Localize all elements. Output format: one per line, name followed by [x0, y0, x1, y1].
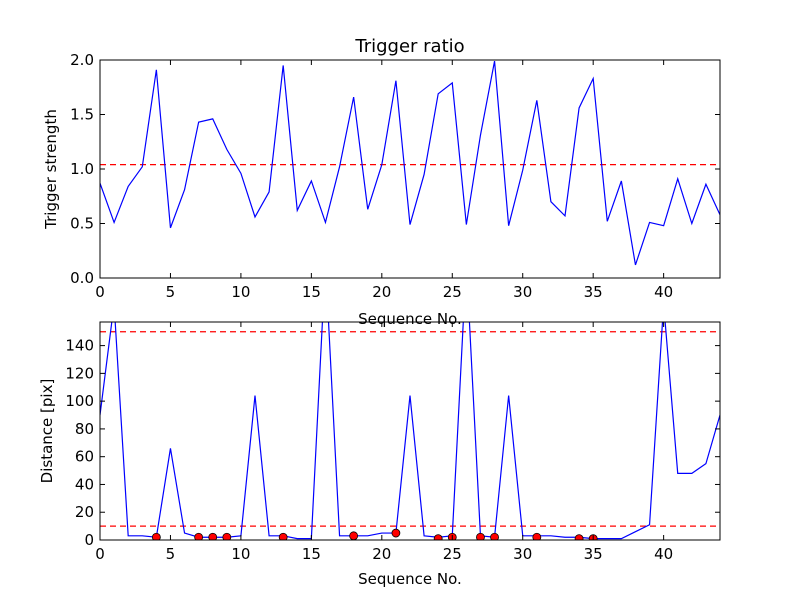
x-tick-label: 10 [231, 283, 250, 301]
y-tick-label: 0.0 [70, 269, 94, 287]
x-tick-label: 35 [584, 545, 603, 563]
data-point-marker [222, 532, 232, 540]
y-tick-label: 80 [75, 420, 94, 438]
data-point-marker [349, 531, 359, 540]
series-line [100, 322, 720, 540]
x-axis-label: Sequence No. [358, 570, 462, 588]
x-tick-label: 20 [372, 545, 391, 563]
data-point-marker [278, 532, 288, 540]
x-tick-label: 30 [513, 283, 532, 301]
x-tick-label: 10 [231, 545, 250, 563]
data-point-marker [151, 532, 161, 540]
y-tick-label: 0 [84, 531, 94, 549]
y-tick-label: 60 [75, 448, 94, 466]
x-axis-label: Sequence No. [358, 310, 462, 328]
data-point-marker [208, 532, 218, 540]
x-tick-label: 20 [372, 283, 391, 301]
y-tick-label: 2.0 [70, 51, 94, 69]
x-tick-label: 25 [443, 283, 462, 301]
y-tick-label: 120 [65, 364, 94, 382]
y-tick-label: 40 [75, 475, 94, 493]
x-tick-label: 25 [443, 545, 462, 563]
y-axis-label: Distance [pix] [38, 379, 56, 484]
x-tick-label: 0 [95, 283, 105, 301]
data-point-marker [574, 534, 584, 540]
x-tick-label: 40 [654, 545, 673, 563]
x-tick-label: 5 [166, 283, 176, 301]
y-tick-label: 1.0 [70, 160, 94, 178]
distance-marks [100, 322, 720, 540]
x-tick-label: 40 [654, 283, 673, 301]
y-tick-label: 1.5 [70, 106, 94, 124]
y-tick-label: 140 [65, 337, 94, 355]
distance-axes-frame [99, 321, 721, 541]
data-point-marker [391, 528, 401, 538]
data-point-marker [532, 532, 542, 540]
data-point-marker [194, 532, 204, 540]
x-tick-label: 5 [166, 545, 176, 563]
data-point-marker [433, 534, 443, 540]
x-tick-label: 15 [302, 283, 321, 301]
data-point-marker [476, 532, 485, 540]
distance-panel: 0 5 10 15 20 25 30 35 40 0 20 40 60 80 100 120 140 Seque… [38, 321, 721, 588]
x-tick-label: 30 [513, 545, 532, 563]
x-tick-label: 35 [584, 283, 603, 301]
y-tick-label: 20 [75, 503, 94, 521]
y-axis-label: Trigger strength [42, 109, 60, 230]
series-line [100, 60, 720, 266]
chart-title: Trigger ratio [354, 36, 464, 57]
distance-ticks: 0 5 10 15 20 25 30 35 40 0 20 40 60 80 100 120 140 [65, 322, 720, 563]
y-tick-label: 0.5 [70, 215, 94, 233]
trigger-ratio-marks [100, 60, 720, 266]
x-tick-label: 0 [95, 545, 105, 563]
trigger-ratio-panel: 0 5 10 15 20 25 30 35 40 0.0 0.5 1.0 1.5 2.0 Trigger … [42, 36, 721, 328]
x-tick-label: 15 [302, 545, 321, 563]
y-tick-label: 100 [65, 392, 94, 410]
trigger-ratio-ticks: 0 5 10 15 20 25 30 35 40 0.0 0.5 1.0 1.5 2.0 [70, 51, 720, 301]
data-point-marker [490, 532, 499, 540]
